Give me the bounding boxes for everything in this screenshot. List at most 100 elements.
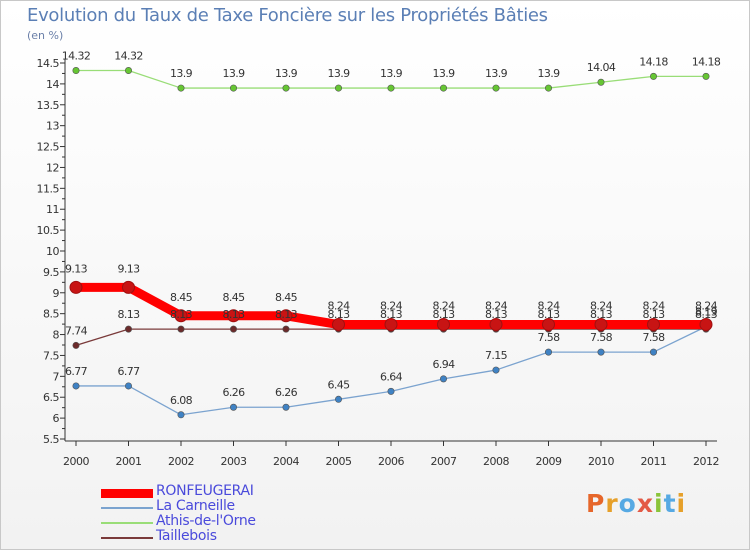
data-label: 6.45 bbox=[327, 378, 350, 391]
data-point bbox=[647, 318, 660, 332]
data-point bbox=[544, 348, 552, 356]
data-label: 8.24 bbox=[380, 300, 403, 313]
y-tick-label: 6 bbox=[53, 412, 60, 425]
legend-label: RONFEUGERAI bbox=[156, 483, 254, 499]
data-point bbox=[489, 318, 503, 332]
data-label: 8.24 bbox=[327, 300, 350, 313]
data-point bbox=[230, 84, 238, 92]
y-tick-label: 11.5 bbox=[37, 182, 60, 195]
data-point bbox=[702, 72, 710, 80]
data-point bbox=[334, 84, 342, 92]
data-point bbox=[492, 84, 500, 92]
data-label: 8.13 bbox=[485, 308, 508, 321]
data-point bbox=[594, 318, 608, 332]
logo-letter: i bbox=[676, 489, 687, 518]
data-label: 6.77 bbox=[65, 365, 88, 378]
data-point bbox=[72, 67, 80, 75]
x-tick-label: 2002 bbox=[168, 455, 194, 468]
data-label: 8.13 bbox=[380, 308, 403, 321]
y-tick-label: 9.5 bbox=[43, 266, 59, 279]
data-point bbox=[282, 403, 290, 411]
data-label: 14.04 bbox=[587, 61, 616, 74]
data-label: 7.58 bbox=[642, 331, 665, 344]
data-point bbox=[174, 309, 188, 323]
data-label: 8.13 bbox=[170, 308, 193, 321]
logo-letter: i bbox=[654, 489, 664, 518]
data-point bbox=[69, 280, 83, 294]
y-tick-label: 11 bbox=[46, 203, 59, 216]
data-label: 9.13 bbox=[65, 262, 88, 275]
legend-swatch bbox=[101, 507, 153, 509]
data-label: 8.13 bbox=[590, 308, 613, 321]
x-tick-label: 2010 bbox=[588, 455, 614, 468]
data-point bbox=[177, 411, 185, 419]
data-point bbox=[439, 375, 447, 383]
data-label: 8.13 bbox=[222, 308, 245, 321]
data-label: 8.13 bbox=[432, 308, 455, 321]
y-tick-label: 14.5 bbox=[37, 57, 60, 70]
data-label: 14.32 bbox=[62, 50, 91, 63]
data-point bbox=[177, 84, 185, 92]
data-label: 8.45 bbox=[222, 291, 245, 304]
y-tick-label: 10 bbox=[46, 245, 59, 258]
proxiti-logo: Proxiti bbox=[586, 489, 686, 518]
data-point bbox=[439, 84, 447, 92]
data-label: 8.45 bbox=[275, 291, 298, 304]
legend-label: Taillebois bbox=[156, 528, 217, 544]
data-label: 8.13 bbox=[275, 308, 298, 321]
data-label: 8.45 bbox=[170, 291, 193, 304]
data-labels-layer: 14.32 14.32 13.9 13.9 13.9 13.9 13.9 13.9 13.9 13… bbox=[62, 50, 722, 407]
data-label: 14.32 bbox=[114, 50, 143, 63]
axes: 5.566.577.588.599.51010.51111.51212.5131… bbox=[37, 57, 720, 468]
data-label: 7.58 bbox=[590, 331, 613, 344]
data-point bbox=[387, 84, 395, 92]
x-tick-label: 2012 bbox=[693, 455, 719, 468]
data-point bbox=[384, 318, 398, 332]
data-label: 14.18 bbox=[692, 55, 721, 68]
legend-swatch bbox=[101, 488, 153, 498]
x-tick-label: 2005 bbox=[326, 455, 352, 468]
x-tick-label: 2004 bbox=[273, 455, 299, 468]
data-label: 6.26 bbox=[222, 386, 245, 399]
data-point bbox=[437, 318, 450, 332]
data-label: 8.13 bbox=[327, 308, 350, 321]
data-label: 13.9 bbox=[275, 67, 298, 80]
x-tick-label: 2009 bbox=[536, 455, 562, 468]
data-label: 7.74 bbox=[65, 324, 88, 337]
data-point bbox=[387, 387, 395, 395]
data-point bbox=[72, 382, 80, 390]
data-point bbox=[282, 325, 290, 333]
x-tick-label: 2011 bbox=[641, 455, 667, 468]
data-label: 6.94 bbox=[432, 358, 455, 371]
legend-swatch bbox=[101, 537, 153, 539]
x-tick-label: 2003 bbox=[221, 455, 247, 468]
y-tick-label: 13.5 bbox=[37, 99, 60, 112]
line-chart: 5.566.577.588.599.51010.51111.51212.5131… bbox=[37, 50, 722, 468]
data-label: 6.64 bbox=[380, 370, 403, 383]
data-point bbox=[334, 395, 342, 403]
data-point bbox=[649, 348, 657, 356]
data-label: 6.77 bbox=[117, 365, 140, 378]
y-tick-label: 8.5 bbox=[43, 308, 59, 321]
y-tick-label: 12 bbox=[46, 161, 59, 174]
y-tick-label: 5.5 bbox=[43, 433, 59, 446]
y-tick-label: 12.5 bbox=[37, 141, 60, 154]
data-label: 8.13 bbox=[695, 308, 718, 321]
x-tick-label: 2006 bbox=[378, 455, 404, 468]
data-label: 13.9 bbox=[380, 67, 403, 80]
logo-letter: P bbox=[586, 489, 606, 518]
y-tick-label: 10.5 bbox=[37, 224, 60, 237]
data-label: 8.19 bbox=[695, 306, 718, 319]
data-point bbox=[227, 309, 240, 323]
series-layer bbox=[69, 67, 713, 419]
data-label: 13.9 bbox=[222, 67, 245, 80]
data-point bbox=[230, 325, 238, 333]
data-point bbox=[544, 84, 552, 92]
data-label: 13.9 bbox=[537, 67, 560, 80]
logo-letter: r bbox=[605, 489, 619, 518]
y-tick-label: 7 bbox=[53, 370, 60, 383]
data-label: 8.13 bbox=[117, 308, 140, 321]
data-label: 8.24 bbox=[642, 300, 665, 313]
y-tick-label: 7.5 bbox=[43, 349, 59, 362]
